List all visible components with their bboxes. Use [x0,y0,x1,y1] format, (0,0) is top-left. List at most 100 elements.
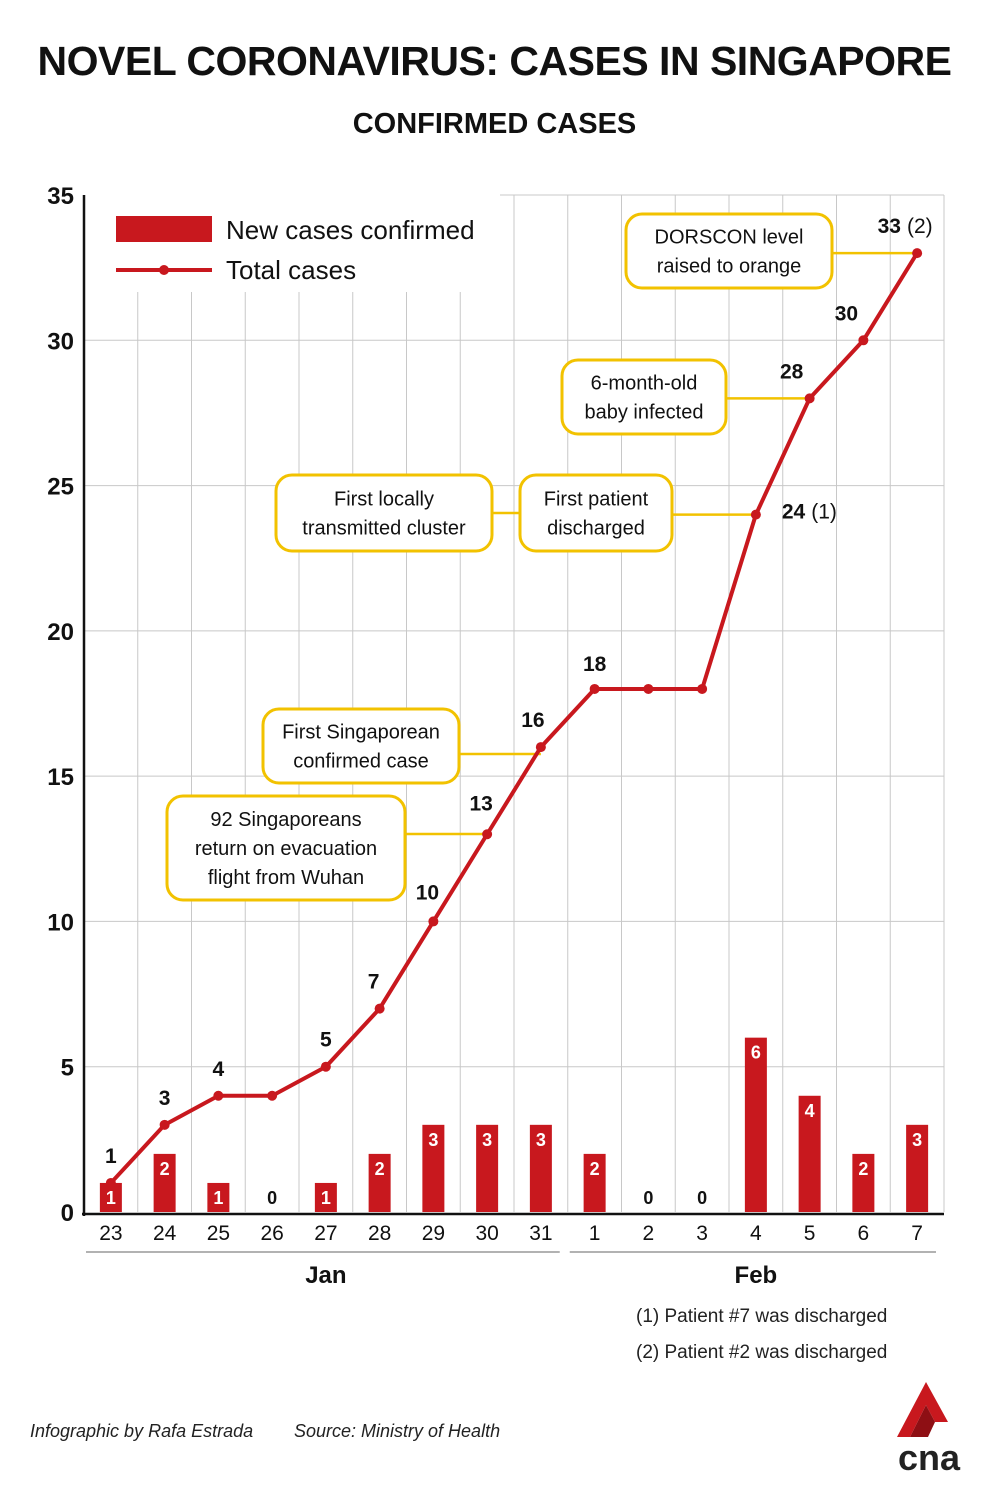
bar-value-label: 3 [482,1130,492,1150]
total-cases-line [109,252,919,1185]
bar-value-label: 6 [751,1043,761,1063]
x-tick-label: 29 [422,1222,445,1245]
callout-text: baby infected [585,402,704,424]
cna-logo: cna [897,1382,961,1474]
y-tick-label: 10 [47,909,74,936]
y-tick-label: 0 [61,1200,74,1227]
x-tick-label: 1 [589,1222,601,1245]
total-point-label: 13 [469,792,492,815]
callout-box [274,473,494,553]
total-cases-point [535,742,546,753]
callout-box [560,358,728,436]
callout-text: DORSCON level [655,227,804,249]
bar-new-cases [368,1153,391,1212]
total-point-label: 1 [105,1145,117,1168]
x-tick-label: 3 [696,1222,708,1245]
bar-new-cases [744,1037,767,1212]
month-label: Feb [735,1262,778,1289]
y-tick-label: 25 [47,474,74,501]
x-tick-label: 23 [99,1222,122,1245]
total-cases-point [858,335,869,346]
callout-text: flight from Wuhan [208,867,364,889]
y-tick-label: 5 [61,1055,74,1082]
bar-value-label: 2 [590,1159,600,1179]
total-cases-point [589,683,600,694]
bar-new-cases [476,1124,499,1212]
total-point-label: 3 [159,1087,171,1110]
bar-value-label: 3 [428,1130,438,1150]
total-cases-point [267,1090,278,1101]
x-tick-label: 6 [858,1222,870,1245]
callout-text: 6-month-old [591,373,698,395]
x-tick-label: 5 [804,1222,816,1245]
bar-value-label: 2 [375,1159,385,1179]
total-point-label: 28 [780,360,804,383]
total-point-label: 4 [213,1058,225,1081]
bar-new-cases [906,1124,929,1212]
bar-value-label: 2 [160,1159,170,1179]
x-tick-label: 28 [368,1222,391,1245]
total-point-label: 18 [583,653,607,676]
callout-box [624,212,834,290]
x-tick-label: 30 [475,1222,498,1245]
y-tick-label: 15 [47,764,74,791]
point-footnote-ref: (2) [907,215,933,238]
legend-label-line: Total cases [226,255,356,285]
x-tick-label: 4 [750,1222,762,1245]
bar-new-cases [422,1124,445,1212]
callout-box [165,794,407,902]
x-tick-label: 26 [260,1222,283,1245]
bar-value-label: 1 [213,1188,223,1208]
x-tick-label: 31 [529,1222,552,1245]
point-footnote-ref: (1) [811,501,837,524]
bar-value-label: 1 [321,1188,331,1208]
bar-value-label: 3 [912,1130,922,1150]
total-point-label: 33 (2) [878,215,933,238]
footnote: (1) Patient #7 was discharged [636,1306,887,1327]
total-cases-point [105,1177,116,1188]
total-point-label: 24 (1) [782,501,837,524]
total-cases-point [320,1061,331,1072]
bar-value-label: 0 [267,1188,277,1208]
x-tick-label: 25 [207,1222,230,1245]
total-cases-point [912,248,923,259]
y-tick-label: 30 [47,328,74,355]
total-cases-point [697,683,708,694]
total-point-label: 30 [835,302,858,325]
total-point-label: 7 [368,971,380,994]
callout-text: raised to orange [657,256,802,278]
bar-new-cases [583,1153,606,1212]
x-tick-label: 27 [314,1222,337,1245]
footer-source: Source: Ministry of Health [294,1421,501,1441]
y-tick-label: 35 [47,183,74,210]
callout-text: discharged [547,518,645,540]
callout-box [518,473,674,553]
callout-text: return on evacuation [195,838,377,860]
callout-text: First Singaporean [282,722,440,744]
total-cases-point [374,1003,385,1014]
total-cases-point [482,829,493,840]
total-cases-point [750,509,761,520]
total-cases-point [643,683,654,694]
bar-new-cases [153,1153,176,1212]
callout-text: 92 Singaporeans [210,809,361,831]
x-tick-label: 7 [911,1222,923,1245]
page-title: NOVEL CORONAVIRUS: CASES IN SINGAPORE [37,38,953,84]
bar-new-cases [798,1095,821,1212]
total-point-label: 10 [416,881,439,904]
footnote: (2) Patient #2 was discharged [636,1342,887,1363]
bar-new-cases [99,1182,122,1212]
bar-new-cases [207,1182,230,1212]
legend-swatch-bars [116,216,212,242]
logo-wordmark: cna [898,1437,961,1474]
total-cases-point [428,916,439,927]
callout-box [261,707,461,785]
callout-text: confirmed case [293,751,429,773]
bar-value-label: 2 [858,1159,868,1179]
x-tick-label: 2 [643,1222,655,1245]
bar-value-label: 4 [805,1101,815,1121]
chart-subtitle: CONFIRMED CASES [352,108,637,140]
bar-value-label: 3 [536,1130,546,1150]
total-point-label: 16 [521,709,544,732]
